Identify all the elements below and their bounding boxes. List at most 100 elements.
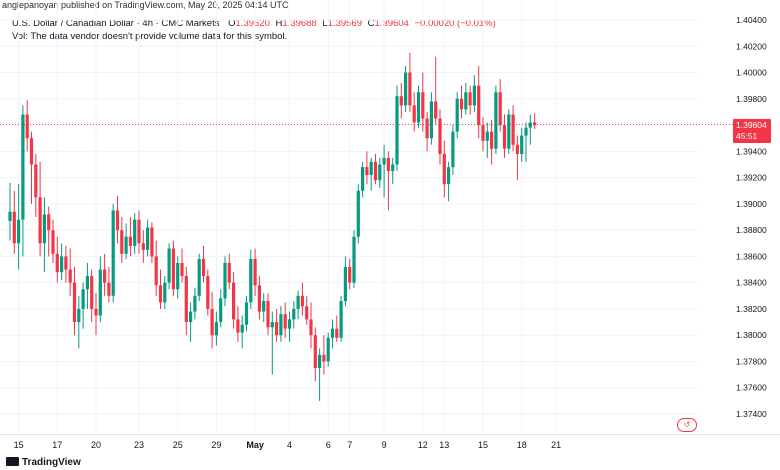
candle-body (408, 72, 412, 106)
candle (180, 248, 184, 283)
candle (171, 240, 175, 296)
candle-body (451, 131, 455, 168)
candle (369, 157, 373, 191)
candle-body (184, 276, 188, 323)
candle (494, 85, 498, 154)
candle (477, 65, 481, 139)
candle (335, 315, 339, 342)
candle-body (77, 308, 81, 323)
time-tick-label: 18 (517, 440, 527, 450)
candle-body (244, 302, 249, 325)
candle (361, 161, 365, 198)
candle-body (507, 114, 511, 149)
candle (210, 291, 214, 349)
candle-body (300, 295, 304, 307)
time-tick-label: 20 (91, 440, 101, 450)
candle (206, 269, 210, 316)
candle-body (12, 211, 16, 244)
replay-icon[interactable]: ↺ (677, 418, 697, 432)
brand-name: TradingView (22, 457, 81, 468)
candle (468, 85, 472, 115)
candle-body (524, 127, 528, 136)
candle (244, 295, 249, 332)
legend-close: 1.39604 (374, 18, 409, 29)
candle (356, 184, 360, 244)
candle-body (51, 230, 55, 254)
candle-body (391, 164, 395, 172)
candle (25, 100, 29, 152)
candle-body (94, 308, 98, 316)
candle-body (163, 282, 167, 303)
candle-body (176, 262, 180, 290)
candle (434, 56, 438, 126)
candle-body (399, 96, 403, 106)
candle (167, 243, 171, 290)
candle-body (416, 92, 421, 123)
candle (318, 348, 322, 401)
time-tick-label: 12 (418, 440, 428, 450)
candle-body (459, 98, 464, 110)
candle-body (38, 197, 42, 244)
legend-close-label: C (367, 18, 375, 29)
candle (365, 151, 369, 185)
candle (176, 256, 180, 299)
price-tick-label: 1.39200 (736, 173, 767, 183)
candle-body (447, 167, 451, 185)
candle-body (395, 96, 399, 165)
candle (8, 182, 12, 241)
price-tick-label: 1.40400 (736, 15, 767, 25)
candle-body (481, 125, 485, 141)
candle (154, 240, 158, 296)
candle-body (124, 236, 128, 254)
publisher-line: anglepanoyan published on TradingView.co… (2, 0, 289, 10)
candle-body (442, 153, 446, 185)
candle-body (266, 301, 270, 328)
candle-body (348, 266, 352, 283)
candle-body (365, 167, 369, 175)
candle-body (322, 354, 326, 362)
chart-legend: U.S. Dollar / Canadian Dollar · 4h · CMC… (12, 17, 496, 43)
candle-body (528, 122, 532, 128)
candle (107, 266, 111, 303)
candle (490, 119, 494, 165)
candle (236, 306, 240, 342)
price-tick-label: 1.38400 (736, 278, 767, 288)
candle (485, 122, 489, 158)
candle-body (111, 210, 115, 296)
candle-body (434, 101, 438, 119)
candle (339, 295, 343, 342)
candle-body (455, 98, 459, 132)
candle-body (305, 306, 309, 320)
candle-body (107, 282, 111, 296)
candle (60, 243, 64, 281)
candle-body (412, 105, 416, 123)
candle-body (468, 92, 472, 106)
candle (158, 269, 163, 309)
candle-body (236, 319, 240, 333)
candle (34, 153, 38, 217)
candle (442, 140, 446, 198)
candle (227, 253, 231, 290)
candle-body (42, 214, 46, 244)
candle (232, 272, 236, 329)
candle-body (533, 122, 537, 126)
candle-body (47, 214, 51, 231)
candle-body (318, 354, 322, 369)
tradingview-logo-icon (6, 457, 19, 466)
candle-body (438, 118, 442, 154)
candle (197, 253, 201, 302)
candle (412, 92, 416, 132)
candle (481, 117, 485, 152)
candle-body (352, 236, 356, 283)
candle-body (515, 144, 519, 154)
price-tick-label: 1.37600 (736, 383, 767, 393)
candle (451, 125, 455, 175)
candle (163, 276, 167, 309)
legend-ohlc-row: U.S. Dollar / Canadian Dollar · 4h · CMC… (12, 17, 496, 30)
candle (103, 253, 107, 296)
candle-body (339, 301, 343, 338)
candle (12, 190, 16, 254)
candle (68, 248, 72, 296)
candle-body (214, 322, 218, 336)
